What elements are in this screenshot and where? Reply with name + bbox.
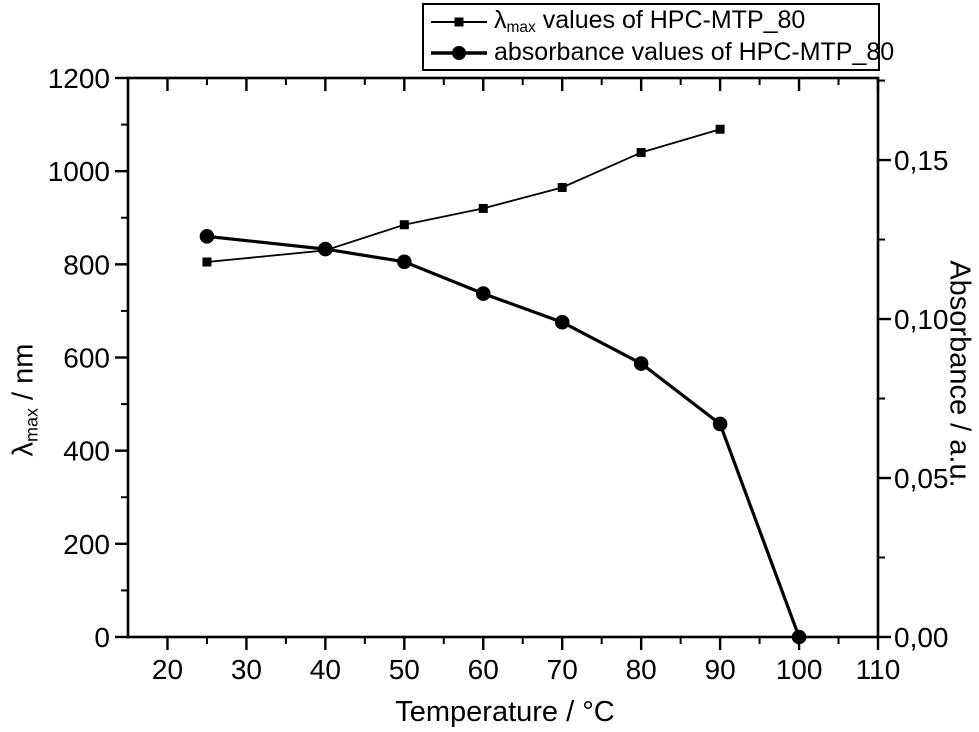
x-tick-label: 110 — [856, 654, 901, 685]
lambda-symbol: λ — [494, 5, 507, 34]
series-absorbance — [199, 229, 807, 645]
legend-item-lambda-max: λmax values of HPC-MTP_80 — [431, 6, 878, 37]
x-tick-label: 30 — [231, 654, 262, 685]
square-marker — [715, 124, 725, 134]
circle-marker — [318, 241, 333, 257]
y-right-tick-label: 0,05 — [894, 463, 949, 494]
square-marker — [399, 220, 409, 230]
x-axis-title: Temperature / °C — [395, 696, 615, 729]
y-left-tick-label: 1200 — [48, 63, 110, 94]
y-left-tick-label: 1000 — [48, 156, 110, 187]
x-tick-label: 20 — [152, 654, 183, 685]
y-right-tick-label: 0,00 — [894, 622, 949, 653]
square-marker — [202, 257, 212, 267]
circle-line-marker-icon — [431, 45, 487, 60]
circle-marker — [554, 314, 570, 330]
x-tick-label: 40 — [310, 654, 341, 685]
y-right-axis-title: Absorbance / a.u. — [943, 260, 976, 487]
circle-marker — [791, 629, 807, 645]
x-tick-label: 80 — [626, 654, 657, 685]
x-axis-title-text: Temperature / °C — [395, 696, 615, 728]
lambda-symbol: λ — [7, 441, 40, 457]
y-right-axis-title-text: Absorbance / a.u. — [943, 260, 976, 488]
y-right-axis-ticks: 0,00 0,05 0,10 0,15 — [878, 79, 949, 653]
x-tick-label: 100 — [776, 654, 823, 685]
circle-marker — [712, 416, 728, 432]
x-tick-label: 70 — [547, 654, 578, 685]
y-left-tick-label: 400 — [63, 436, 110, 467]
y-left-axis-ticks: 0 200 400 600 800 1000 1200 — [48, 63, 128, 653]
circle-marker — [199, 229, 215, 244]
axes-frame — [126, 76, 880, 639]
circle-marker — [397, 254, 412, 270]
y-left-tick-label: 800 — [63, 249, 110, 280]
circle-marker — [475, 286, 491, 301]
y-left-tick-label: 200 — [63, 529, 110, 560]
square-marker — [557, 182, 567, 192]
legend-item-absorbance: absorbance values of HPC-MTP_80 — [431, 37, 894, 68]
x-axis-ticks: 20 30 40 50 60 70 80 90 100 110 — [152, 78, 900, 685]
legend-label-rest: values of HPC-MTP_80 — [535, 5, 806, 34]
x-tick-label: 90 — [705, 654, 736, 685]
lambda-subscript: max — [21, 408, 42, 442]
square-marker — [478, 203, 488, 213]
y-left-axis-title: λmax / nm — [7, 343, 42, 457]
lambda-subscript: max — [506, 18, 536, 36]
y-left-axis-unit: / nm — [7, 343, 40, 409]
y-left-tick-label: 600 — [63, 343, 110, 374]
circle-marker — [633, 356, 649, 371]
y-right-tick-label: 0,15 — [894, 145, 949, 176]
y-right-tick-label: 0,10 — [894, 304, 949, 335]
legend-box: λmax values of HPC-MTP_80 absorbance val… — [422, 3, 894, 71]
y-left-tick-label: 0 — [94, 622, 110, 653]
x-tick-label: 60 — [468, 654, 499, 685]
square-line-marker-icon — [431, 17, 487, 26]
series-line — [206, 234, 801, 638]
square-marker — [636, 148, 646, 158]
x-tick-label: 50 — [389, 654, 420, 685]
legend-label-lambda-max: λmax values of HPC-MTP_80 — [494, 5, 805, 39]
legend-label-absorbance: absorbance values of HPC-MTP_80 — [494, 38, 895, 66]
